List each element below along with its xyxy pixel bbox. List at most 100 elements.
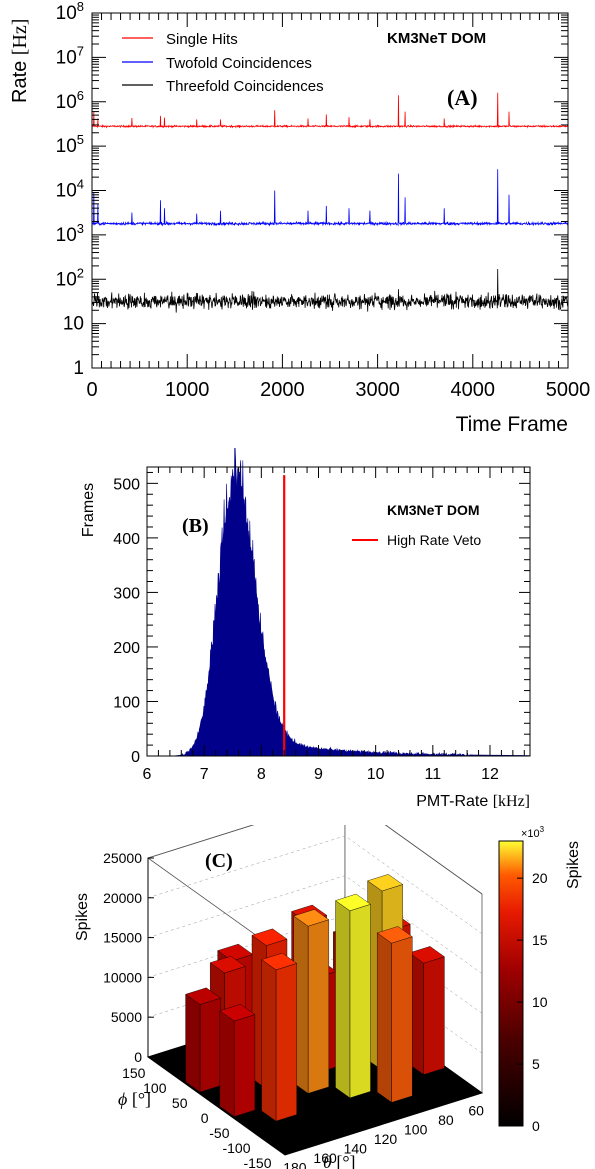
bar-side (219, 1010, 235, 1117)
z-tick-label: 0 (134, 1049, 142, 1065)
z-tick-label: 10000 (103, 969, 142, 985)
histogram-bars (147, 448, 531, 757)
x-tick-label: 8 (257, 766, 266, 783)
lego-bar (408, 946, 445, 1075)
bar-side (335, 900, 351, 1099)
x-tick-label: 11 (425, 766, 442, 783)
series-line-1 (91, 169, 569, 227)
bar-top (367, 874, 404, 892)
x-tick-label: 1000 (165, 379, 210, 401)
plot-frame (91, 12, 569, 369)
rate-chart: 1 10 102 103 104 105 106 107 108 0 1000 2000 3000 400… (9, 0, 591, 436)
bar-face (307, 919, 329, 1094)
x-axis-label: Time Frame (456, 413, 568, 436)
y-tick-label: 300 (113, 585, 140, 602)
lego-bar (335, 893, 371, 1099)
bar-face (199, 997, 221, 1093)
spikes-lego-plot: 0500010000150002000025000Spikes150100500… (74, 825, 582, 1169)
y-tick-label: 108 (56, 0, 84, 24)
z-tick-label: 20000 (103, 890, 142, 906)
theta-tick-label: 80 (438, 1112, 454, 1128)
bar-top (335, 893, 371, 912)
phi-axis-label: ϕ [°] (118, 1089, 151, 1109)
colorbar-title: Spikes (565, 841, 582, 889)
x-tick-label: 7 (200, 766, 209, 783)
z-axis-label: Spikes (74, 893, 91, 941)
lego-bar (376, 926, 413, 1103)
colorbar-multiplier: ×103 (521, 825, 545, 840)
x-tick-label: 2000 (260, 379, 305, 401)
x-axis-label: PMT-Rate [kHz] (416, 793, 530, 810)
y-tick-label: 0 (131, 749, 140, 766)
phi-tick-label: -50 (209, 1125, 229, 1141)
y-tick-label: 1 (73, 358, 84, 379)
x-tick-label: 12 (481, 766, 499, 783)
x-tick-label: 9 (314, 766, 323, 783)
phi-tick-label: 150 (122, 1065, 146, 1081)
phi-tick-label: 0 (201, 1110, 209, 1126)
x-tick-label: 3000 (355, 379, 400, 401)
y-tick-label: 103 (56, 221, 84, 246)
lego-bar (261, 952, 298, 1122)
lego-bar (219, 1004, 256, 1117)
z-tick-label: 25000 (103, 850, 142, 866)
theta-axis-label: θ [°] (323, 1152, 356, 1169)
z-tick-label: 5000 (111, 1009, 142, 1025)
theta-tick-label: 180 (283, 1160, 307, 1169)
theta-tick-label: 160 (313, 1150, 337, 1166)
plot-frame (146, 466, 531, 757)
theta-tick-label: 60 (468, 1102, 484, 1118)
bar-top (209, 955, 246, 974)
bar-top (185, 987, 222, 1005)
y-axis-label: Rate [Hz] (9, 19, 31, 103)
theta-tick-label: 100 (404, 1121, 428, 1137)
bar-face (349, 904, 371, 1099)
panel-c: 0 5000 10000 15000 20000 25000 Spikes 150 100 50 0… (0, 825, 595, 1169)
y-tick-label: 102 (56, 265, 84, 290)
bar-face (275, 963, 297, 1122)
phi-tick-label: -150 (243, 1155, 271, 1169)
colorbar-tick-label: 15 (532, 932, 548, 948)
z-tick-label: 15000 (103, 930, 142, 946)
pmt-rate-histogram: 0 100 200 300 400 500 6 7 8 9 10 11 12 PMT-Rate [kHz]… (80, 448, 531, 810)
bar-face (391, 936, 413, 1103)
x-tick-label: 4000 (451, 379, 496, 401)
legend-label-1: Twofold Coincidences (166, 55, 312, 72)
lego-bar (293, 909, 330, 1094)
bar-top (261, 952, 298, 971)
lego-bar (185, 987, 222, 1093)
series-line-2 (91, 268, 569, 313)
bar-face (233, 1014, 256, 1117)
colorbar-tick-label: 0 (532, 1118, 540, 1134)
top-frame (147, 825, 483, 957)
wall-grid-line (147, 875, 483, 974)
wall-grid-line (147, 835, 483, 935)
y-tick-label: 100 (113, 694, 140, 711)
bar-top (219, 1004, 256, 1022)
x-tick-label: 10 (367, 766, 385, 783)
theta-tick-label: 140 (344, 1141, 368, 1157)
bar-side (377, 932, 392, 1103)
y-tick-label: 106 (56, 88, 84, 113)
panel-label: (C) (205, 850, 233, 872)
bar-top (251, 928, 288, 946)
y-tick-label: 200 (113, 640, 140, 657)
phi-tick-label: 50 (172, 1095, 188, 1111)
theta-tick-label: 120 (374, 1131, 398, 1147)
panel-b: 0 100 200 300 400 500 6 7 8 9 10 11 12 PMT-Rate [kHz]… (0, 448, 595, 818)
series-line-0 (91, 92, 569, 129)
phi-tick-label: -100 (222, 1140, 250, 1156)
colorbar-tick-label: 5 (532, 1056, 540, 1072)
phi-tick-label: 100 (143, 1080, 167, 1096)
y-tick-label: 105 (56, 132, 84, 157)
bar-face (423, 956, 445, 1075)
y-tick-label: 10 (63, 314, 84, 335)
x-tick-label: 5000 (546, 379, 591, 401)
panel-label: (B) (182, 515, 209, 537)
colorbar (498, 840, 524, 1127)
colorbar-tick-label: 20 (532, 870, 548, 886)
bar-top (293, 909, 330, 927)
panel-a: 1 10 102 103 104 105 106 107 108 0 1000 2000 3000 400… (0, 0, 595, 445)
chart-title: KM3NeT DOM (387, 502, 480, 518)
bar-side (261, 959, 277, 1122)
